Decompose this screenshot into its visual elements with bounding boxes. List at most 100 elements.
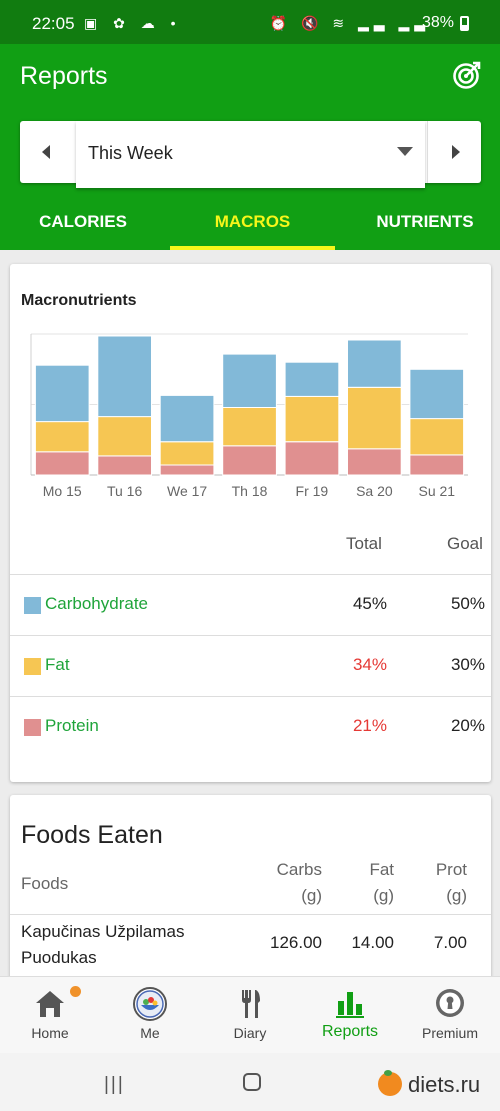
notification-badge [70,986,81,997]
foods-column-header: Foods [21,874,69,893]
fat-header-unit: (g) [373,886,394,905]
bar-chart-icon [336,992,364,1018]
bar-protein [409,454,465,476]
tab-calories[interactable]: CALORIES [39,212,127,231]
carbs-header-label: Carbs [276,860,322,879]
nav-premium[interactable]: Premium [400,977,500,1054]
food-name: Kapučinas Užpilamas Puodukas [21,922,185,967]
bar-protein [159,464,215,476]
bottom-nav: Home Me Diary [0,976,500,1053]
bar-carbohydrate [222,353,277,409]
food-fat: 14.00 [351,933,394,952]
bar-carbohydrate [347,339,402,388]
cutlery-icon [242,990,260,1018]
macro-name: Protein [45,716,99,735]
next-period-button[interactable] [427,121,481,183]
x-tick-label: We 17 [167,483,207,499]
bar-fat [97,416,153,457]
bar-protein [347,448,402,476]
keyhole-icon [436,989,464,1017]
macro-row-carbohydrate[interactable]: Carbohydrate 45% 50% [10,574,491,635]
carbs-header-unit: (g) [301,886,322,905]
bar-protein [34,451,90,476]
bar-carbohydrate [34,364,90,423]
macro-goal: 30% [450,655,485,674]
target-icon[interactable] [452,60,482,90]
x-tick-label: Mo 15 [43,483,82,499]
nav-diary[interactable]: Diary [200,977,300,1054]
carbs-column-header: Carbs (g) [265,857,322,909]
macro-name: Carbohydrate [45,594,149,613]
battery-icon [460,16,469,31]
nav-label: Me [140,1025,160,1041]
macro-goal: 50% [450,594,485,613]
fat-header-label: Fat [369,860,394,879]
bar-carbohydrate [284,361,340,397]
macro-row-fat[interactable]: Fat 34% 30% [10,635,491,696]
active-tab-indicator [170,246,335,250]
home-button[interactable] [243,1073,261,1091]
foods-eaten-card: Foods Eaten Foods Carbs (g) Fat (g) Prot… [10,795,491,995]
foods-eaten-title: Foods Eaten [21,821,163,849]
bar-fat [34,421,90,453]
tab-macros[interactable]: MACROS [214,212,291,231]
bar-carbohydrate [97,335,153,418]
macro-total: 34% [352,655,387,674]
bar-fat [409,418,465,456]
divider [10,914,491,915]
total-column-header: Total [346,534,382,553]
system-status-icons: ⏰ 🔇 ≋ ▂▃ ▂▃ [269,15,430,31]
goal-column-header: Goal [447,534,483,553]
bar-fat [347,386,402,450]
tab-nutrients[interactable]: NUTRIENTS [376,212,474,231]
prot-header-unit: (g) [446,886,467,905]
bar-protein [97,455,153,476]
status-time: 22:05 [32,14,75,33]
x-tick-label: Th 18 [232,483,268,499]
bar-fat [222,407,277,447]
nav-reports[interactable]: Reports [300,977,400,1054]
battery-percent: 38% [422,14,455,31]
protein-swatch [24,719,41,736]
food-prot: 7.00 [433,933,467,952]
bar-carbohydrate [409,368,465,420]
previous-period-button[interactable] [20,121,74,183]
nav-me[interactable]: Me [100,977,200,1054]
home-icon [36,991,64,1017]
avatar-icon [133,987,167,1021]
macro-row-protein[interactable]: Protein 21% 20% [10,696,491,757]
bar-protein [284,441,340,476]
bar-carbohydrate [159,394,215,443]
fat-swatch [24,658,41,675]
page-title: Reports [20,62,108,90]
x-tick-label: Sa 20 [356,483,393,499]
apple-logo-icon [378,1072,402,1096]
macronutrients-card: Macronutrients Mo 15 Tu 16 We 17 Th 18 Fr 19… [10,264,491,782]
x-tick-label: Su 21 [419,483,456,499]
nav-label: Diary [233,1025,267,1041]
arrow-right-icon [452,145,460,159]
dropdown-caret-icon [397,147,413,156]
prot-header-label: Prot [435,860,467,879]
x-tick-label: Tu 16 [107,483,142,499]
macro-goal: 20% [450,716,485,735]
nav-label: Reports [321,1023,379,1040]
prot-column-header: Prot (g) [416,857,467,909]
macro-total: 45% [352,594,387,613]
macronutrients-chart: Mo 15 Tu 16 We 17 Th 18 Fr 19 Sa 20 Su 21 [30,333,468,499]
period-dropdown[interactable]: This Week [76,121,425,188]
food-carbs: 126.00 [270,933,322,952]
system-nav-bar: ||| [0,1053,500,1111]
app-bar: Reports [0,44,500,108]
nav-home[interactable]: Home [0,977,100,1054]
nav-label: Home [31,1025,69,1041]
nav-label: Premium [421,1025,478,1041]
status-bar: 22:05 ▣ ✿ ☁ • ⏰ 🔇 ≋ ▂▃ ▂▃ 38% [0,0,500,44]
chart-title: Macronutrients [21,292,137,309]
x-tick-label: Fr 19 [296,483,329,499]
fat-column-header: Fat (g) [340,857,394,909]
leaf-icon [384,1070,392,1076]
recents-button[interactable]: ||| [104,1074,125,1095]
notification-icons: ▣ ✿ ☁ • [84,15,182,31]
period-value: This Week [88,143,173,163]
